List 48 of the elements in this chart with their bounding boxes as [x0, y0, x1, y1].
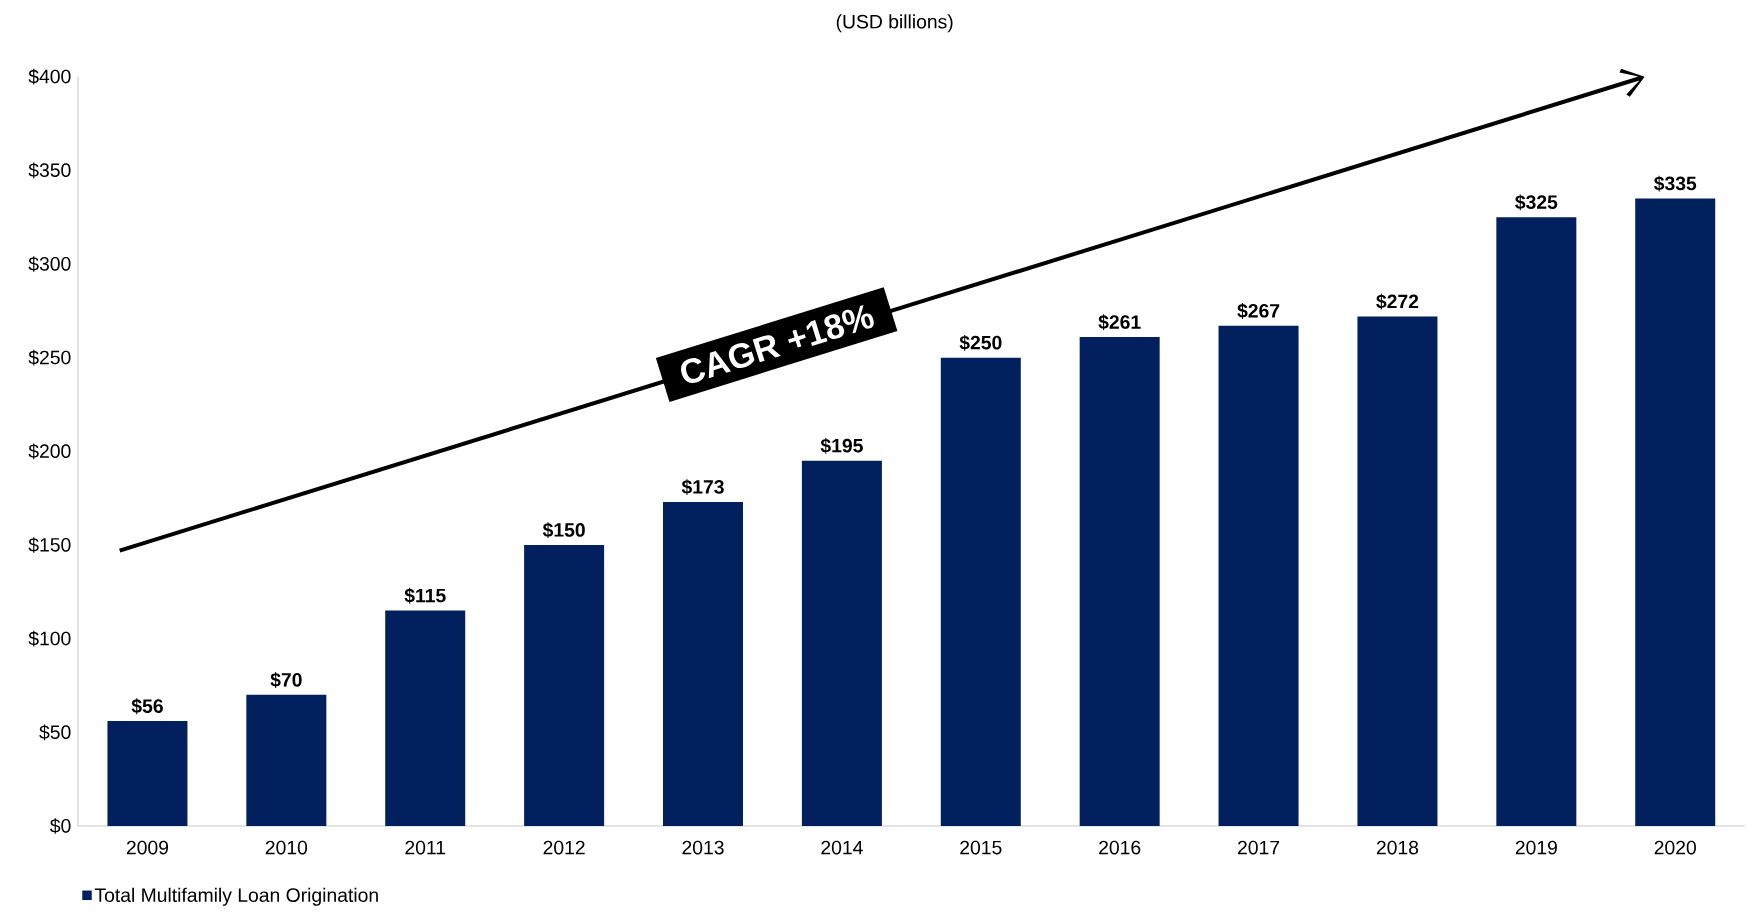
bar — [1079, 337, 1160, 827]
x-tick-label: 2018 — [1376, 840, 1419, 855]
data-label: $272 — [1376, 293, 1419, 310]
y-tick-label: $400 — [28, 68, 71, 85]
legend-label: Total Multifamily Loan Origination — [94, 887, 378, 906]
bar — [246, 695, 327, 827]
x-tick-label: 2011 — [405, 840, 446, 855]
y-tick-label: $50 — [39, 724, 71, 741]
y-tick-label: $350 — [28, 162, 71, 179]
annotation: CAGR +18% — [681, 305, 874, 384]
y-tick-label: $200 — [28, 443, 71, 460]
x-tick-label: 2012 — [543, 840, 585, 855]
chart-subtitle: (USD billions) — [836, 14, 953, 33]
data-label: $267 — [1237, 303, 1280, 320]
y-tick-label: $150 — [28, 537, 71, 553]
bar — [524, 545, 605, 827]
x-tick-label: 2013 — [682, 840, 724, 855]
bar — [385, 610, 466, 827]
y-tick-label: $300 — [28, 256, 71, 272]
data-label: $195 — [820, 438, 863, 454]
data-label: $56 — [131, 698, 163, 715]
y-tick-label: $250 — [28, 349, 71, 366]
x-tick-label: 2009 — [126, 840, 169, 855]
bar — [940, 357, 1021, 827]
data-label: $150 — [542, 522, 585, 539]
y-tick-label: $100 — [28, 630, 71, 647]
bar — [663, 502, 744, 827]
bar — [1218, 325, 1299, 827]
bar — [107, 721, 188, 827]
x-tick-label: 2019 — [1515, 840, 1557, 855]
data-label: $335 — [1653, 175, 1697, 192]
data-label: $250 — [959, 335, 1002, 351]
x-tick-label: 2020 — [1654, 840, 1696, 855]
x-tick-label: 2015 — [960, 840, 1002, 855]
data-label: $261 — [1098, 314, 1141, 331]
data-label: $115 — [404, 587, 446, 604]
x-tick-label: 2014 — [821, 840, 863, 855]
data-label: $325 — [1515, 194, 1558, 211]
bar — [1635, 198, 1716, 827]
data-label: $173 — [681, 479, 724, 496]
bar — [1357, 316, 1438, 827]
x-tick-label: 2017 — [1238, 840, 1280, 855]
y-tick-label: $0 — [50, 818, 71, 834]
x-tick-label: 2010 — [265, 840, 308, 855]
bar — [1496, 217, 1577, 827]
x-tick-label: 2016 — [1099, 840, 1141, 855]
data-label: $70 — [270, 672, 302, 689]
bar — [801, 460, 882, 827]
